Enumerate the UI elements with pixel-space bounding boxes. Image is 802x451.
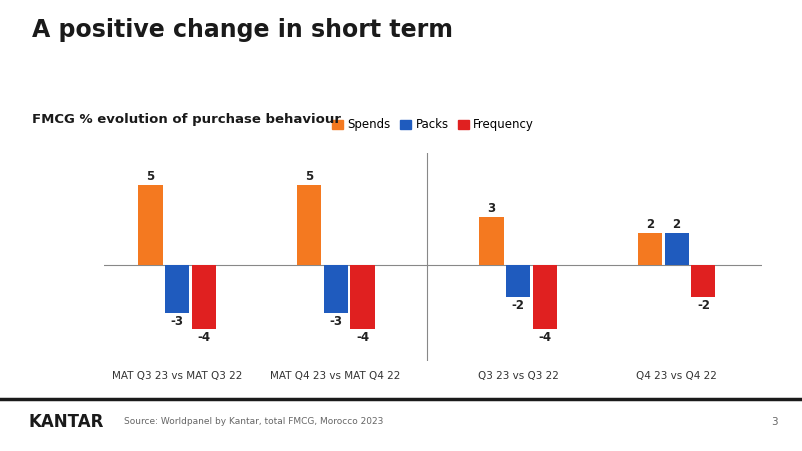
Text: 3: 3 <box>772 417 778 427</box>
Bar <box>533 265 557 329</box>
Text: 2: 2 <box>673 218 681 231</box>
Bar <box>165 265 189 313</box>
Text: 5: 5 <box>147 170 155 184</box>
Text: 5: 5 <box>305 170 313 184</box>
Text: -2: -2 <box>697 299 710 312</box>
Bar <box>139 185 163 265</box>
Bar <box>323 265 348 313</box>
Text: 2: 2 <box>646 218 654 231</box>
Legend: Spends, Packs, Frequency: Spends, Packs, Frequency <box>327 114 539 136</box>
Text: -4: -4 <box>539 331 552 344</box>
Bar <box>480 217 504 265</box>
Text: -4: -4 <box>356 331 369 344</box>
Text: Source: Worldpanel by Kantar, total FMCG, Morocco 2023: Source: Worldpanel by Kantar, total FMCG… <box>124 417 383 426</box>
Bar <box>638 233 662 265</box>
Text: -4: -4 <box>197 331 211 344</box>
Bar <box>691 265 715 297</box>
Text: KANTAR: KANTAR <box>28 413 103 431</box>
Text: -3: -3 <box>329 315 342 328</box>
Text: 3: 3 <box>488 202 496 215</box>
Bar <box>350 265 375 329</box>
Text: -2: -2 <box>512 299 525 312</box>
Text: -3: -3 <box>171 315 184 328</box>
Bar <box>192 265 217 329</box>
Text: A positive change in short term: A positive change in short term <box>32 18 453 42</box>
Bar <box>297 185 321 265</box>
Bar <box>506 265 530 297</box>
Text: FMCG % evolution of purchase behaviour: FMCG % evolution of purchase behaviour <box>32 113 341 126</box>
Bar <box>665 233 689 265</box>
